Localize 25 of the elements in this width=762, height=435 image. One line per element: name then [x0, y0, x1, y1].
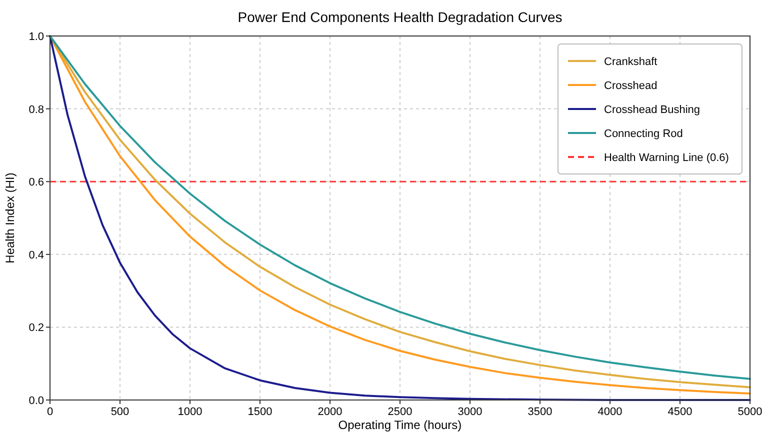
- legend-label: Crosshead Bushing: [604, 104, 700, 116]
- x-axis-title: Operating Time (hours): [338, 418, 462, 432]
- y-tick-label: 0.6: [28, 176, 44, 189]
- x-tick-label: 2500: [388, 406, 412, 418]
- x-tick-label: 3500: [528, 406, 552, 418]
- y-tick-label: 0.4: [28, 249, 44, 262]
- x-tick-label: 2000: [318, 406, 342, 418]
- x-tick-label: 1000: [178, 406, 202, 418]
- chart-title: Power End Components Health Degradation Curves: [238, 9, 562, 25]
- x-tick-label: 0: [46, 406, 54, 418]
- y-tick-label: 0.0: [28, 395, 44, 407]
- y-tick-label: 0.2: [28, 322, 44, 334]
- x-tick-label: 4500: [668, 406, 692, 418]
- x-tick-label: 500: [110, 406, 130, 418]
- legend-label: Health Warning Line (0.6): [604, 152, 729, 164]
- legend-label: Crankshaft: [604, 56, 658, 68]
- x-tick-label: 3000: [458, 406, 482, 418]
- y-tick-label: 1.0: [28, 31, 44, 43]
- legend-label: Crosshead: [604, 80, 658, 92]
- x-tick-label: 5000: [738, 406, 762, 418]
- x-tick-label: 1500: [248, 406, 272, 418]
- y-tick-label: 0.8: [28, 104, 44, 116]
- legend-label: Connecting Rod: [604, 128, 683, 140]
- x-tick-label: 4000: [598, 406, 622, 418]
- y-axis-title: Health Index (HI): [3, 172, 17, 264]
